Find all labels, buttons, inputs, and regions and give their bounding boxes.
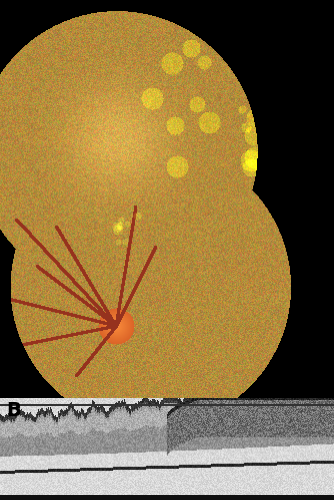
Text: B: B: [7, 400, 21, 419]
Text: A: A: [7, 12, 22, 31]
